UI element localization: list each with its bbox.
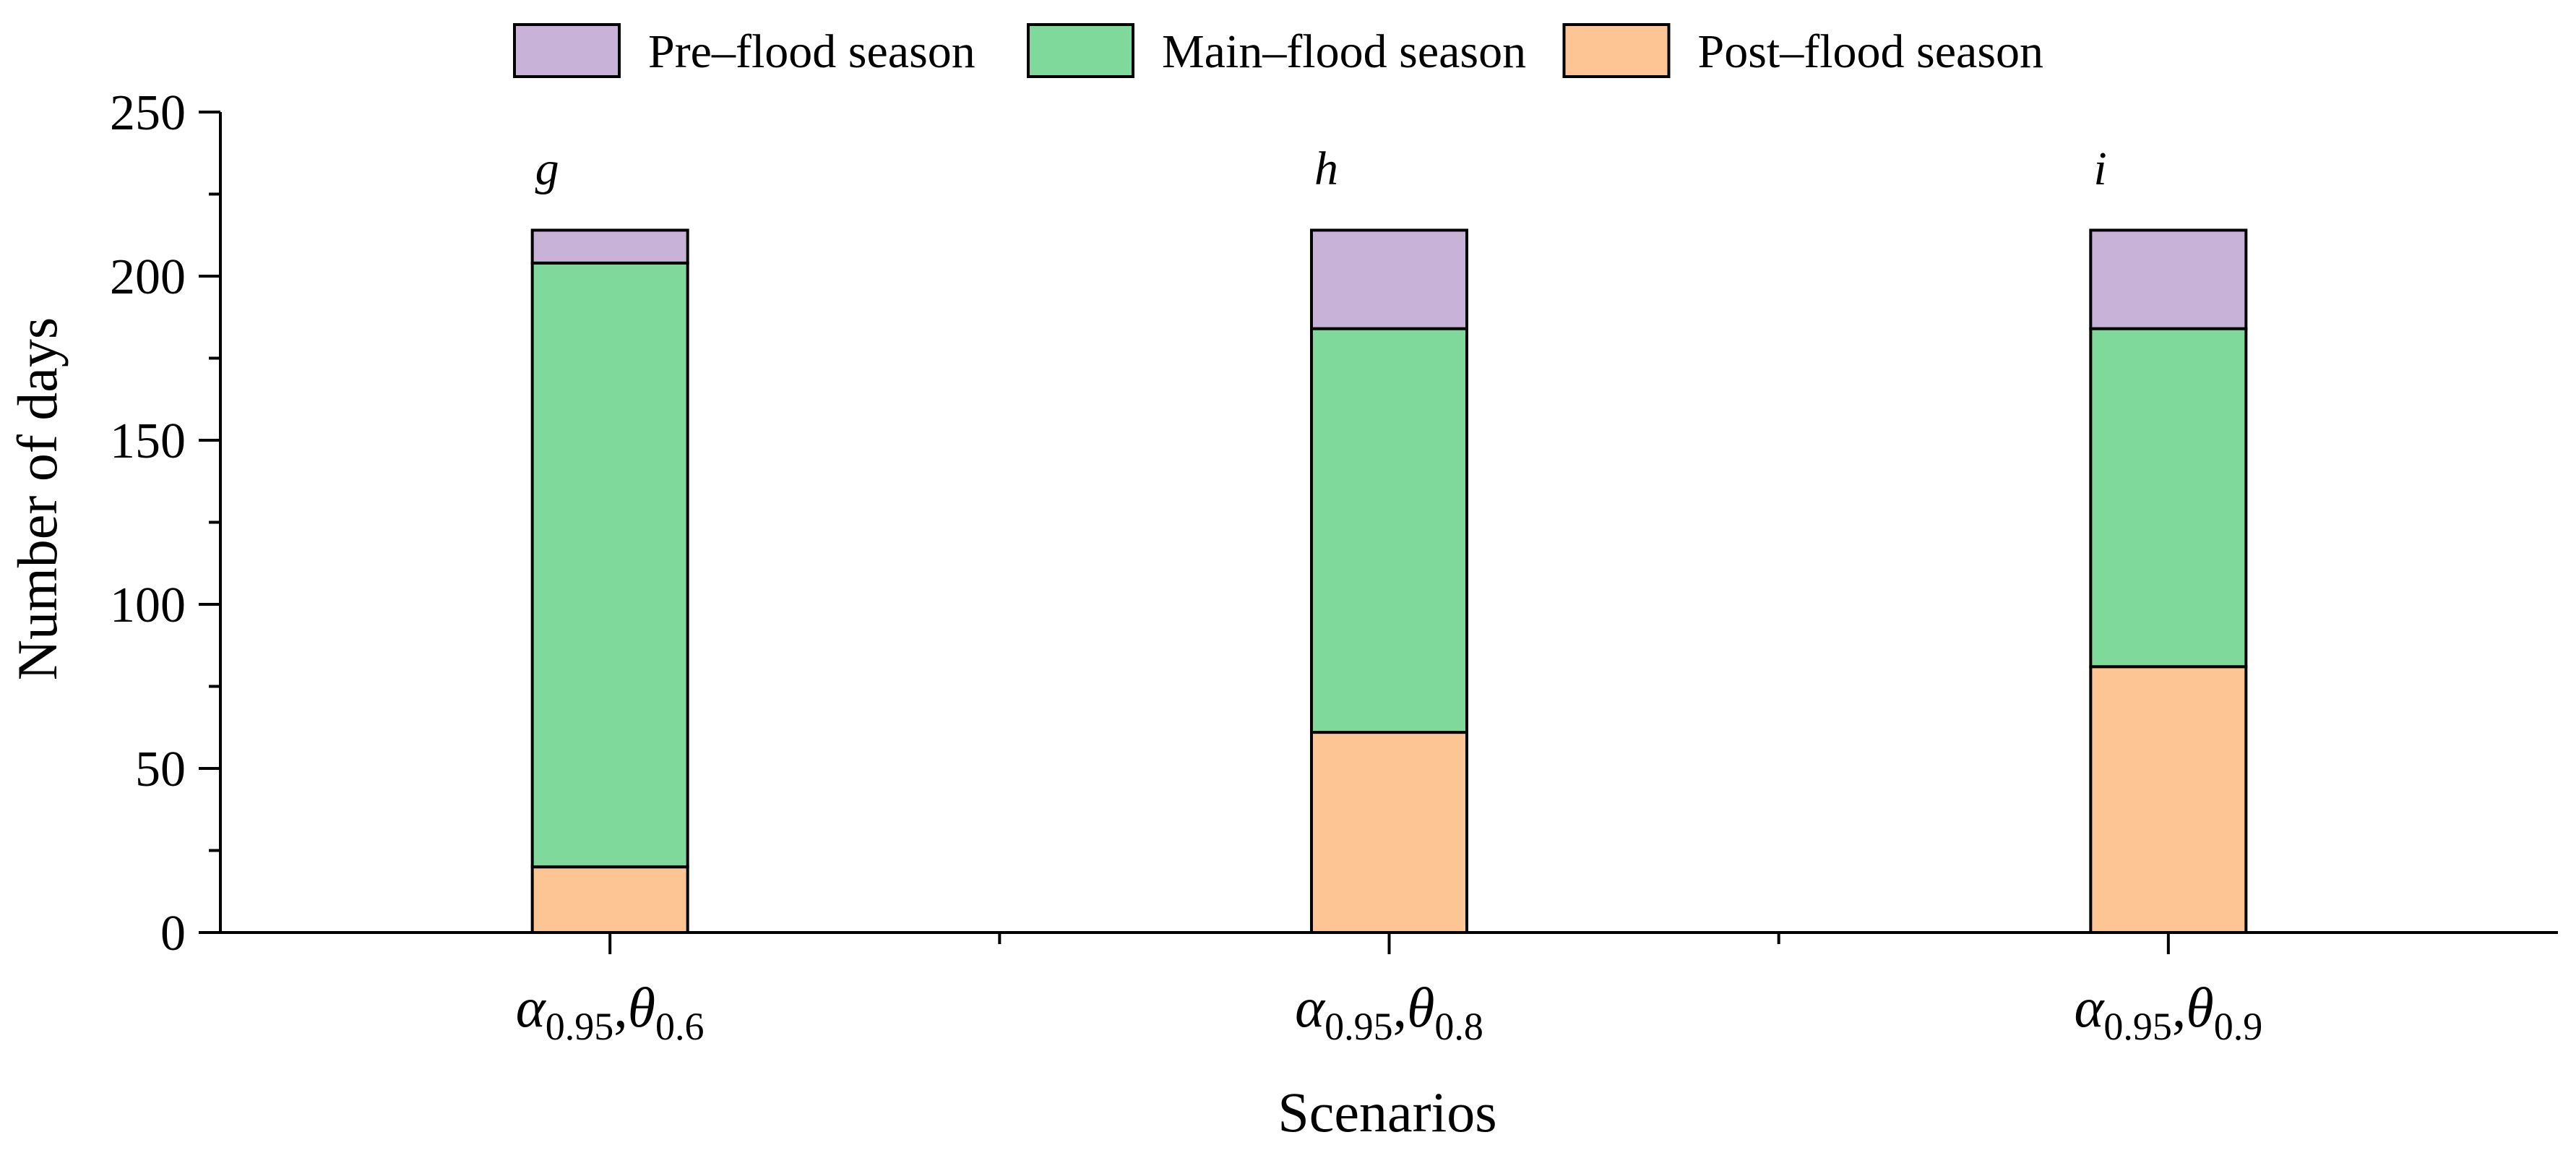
x-tick-label: α0.95,θ0.9 <box>2074 976 2262 1048</box>
panel-labels: g h i <box>535 142 2107 195</box>
bar-pre-flood-season-1 <box>530 228 689 265</box>
x-tick-label: α0.95,θ0.6 <box>516 976 705 1048</box>
legend-label: Post–flood season <box>1698 25 2044 78</box>
bar-post-flood-season-3 <box>2089 665 2248 934</box>
bar-pre-flood-season-2 <box>1310 228 1468 330</box>
x-axis-title: Scenarios <box>1278 1081 1496 1144</box>
bars <box>530 228 2248 934</box>
bar-main-flood-season-1 <box>530 261 689 869</box>
bar-main-flood-season-3 <box>2089 327 2248 669</box>
bar-post-flood-season-1 <box>530 865 689 934</box>
bar-main-flood-season-2 <box>1310 327 1468 734</box>
legend-label: Main–flood season <box>1162 25 1526 78</box>
panel-label-2: h <box>1314 142 1338 195</box>
y-axis: 0 50 100 150 200 250 <box>110 85 222 961</box>
y-tick-label: 0 <box>160 906 186 961</box>
y-tick-label: 200 <box>110 249 186 305</box>
bar-post-flood-season-2 <box>1310 731 1468 934</box>
bar-pre-flood-season-3 <box>2089 228 2248 330</box>
plot-area: g h i 0 50 100 150 200 250 α0.95,θ0.6 α0.95,θ0.8… <box>110 85 2558 1048</box>
x-tick-label: α0.95,θ0.8 <box>1295 976 1483 1048</box>
y-tick-label: 250 <box>110 85 186 141</box>
x-axis: α0.95,θ0.6 α0.95,θ0.8 α0.95,θ0.9 <box>220 931 2558 1048</box>
legend-swatch-post-flood-season <box>1562 23 1671 78</box>
panel-label-1: g <box>535 142 559 195</box>
legend: Pre–flood season Main–flood season Post–fl… <box>513 23 2044 78</box>
panel-label-3: i <box>2093 142 2106 195</box>
y-tick-label: 150 <box>110 413 186 469</box>
legend-swatch-pre-flood-season <box>513 23 621 78</box>
y-tick-label: 50 <box>135 742 186 797</box>
legend-swatch-main-flood-season <box>1027 23 1134 78</box>
y-tick-label: 100 <box>110 578 186 633</box>
legend-label: Pre–flood season <box>648 25 975 78</box>
y-axis-title: Number of days <box>6 317 69 681</box>
